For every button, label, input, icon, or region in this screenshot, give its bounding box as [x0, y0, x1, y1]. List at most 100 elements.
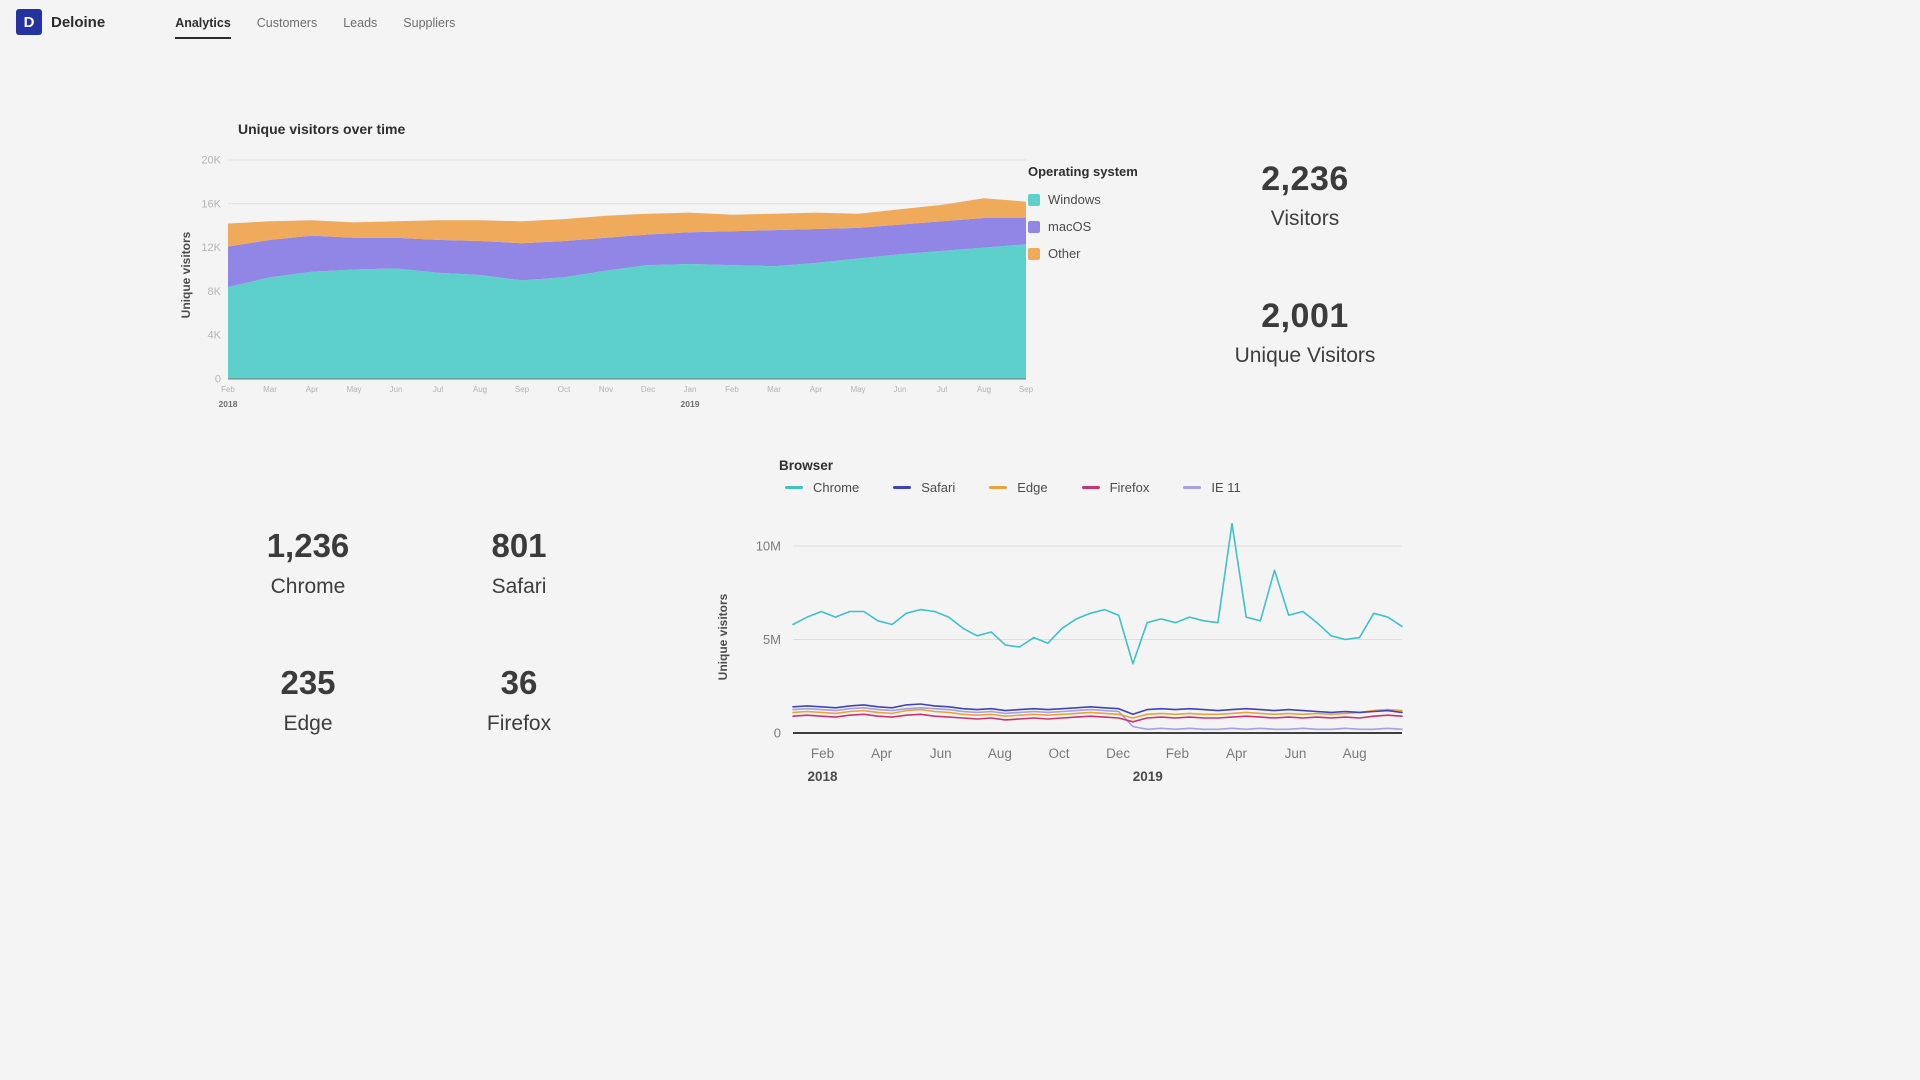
safari-line-icon: [893, 486, 912, 489]
svg-text:Aug: Aug: [1343, 746, 1367, 761]
svg-text:20K: 20K: [201, 155, 221, 167]
browser-legend: Chrome Safari Edge Firefox IE 11: [785, 480, 1241, 495]
svg-text:Jan: Jan: [684, 385, 697, 394]
svg-text:Jul: Jul: [937, 385, 947, 394]
unique-visitors-count: 2,001: [1261, 297, 1349, 335]
legend-label-chrome: Chrome: [813, 480, 860, 495]
other-swatch-icon: [1028, 247, 1040, 260]
svg-text:2018: 2018: [219, 399, 238, 409]
browser-chart-title: Browser: [779, 458, 834, 473]
svg-text:4K: 4K: [208, 330, 222, 342]
legend-label-macos: macOS: [1048, 219, 1092, 234]
legend-label-ie11: IE 11: [1211, 480, 1241, 495]
svg-text:Aug: Aug: [977, 385, 991, 394]
legend-label-other: Other: [1048, 246, 1081, 261]
svg-text:Feb: Feb: [811, 746, 834, 761]
legend-label-edge: Edge: [1017, 480, 1048, 495]
stat-card-edge: 235 Edge: [198, 664, 418, 736]
legend-label-safari: Safari: [921, 480, 956, 495]
svg-text:12K: 12K: [201, 242, 221, 254]
nav-item-leads[interactable]: Leads: [343, 16, 378, 30]
svg-text:Aug: Aug: [473, 385, 487, 394]
brand[interactable]: D Deloine: [16, 9, 105, 35]
svg-text:Jun: Jun: [894, 385, 907, 394]
safari-count: 801: [491, 527, 547, 564]
nav-item-customers[interactable]: Customers: [256, 16, 318, 30]
svg-text:Jun: Jun: [930, 746, 952, 761]
stat-card-safari: 801 Safari: [409, 527, 629, 599]
visitors-count: 2,236: [1261, 160, 1349, 198]
legend-item-chrome[interactable]: Chrome: [785, 480, 859, 495]
os-chart-title: Unique visitors over time: [238, 121, 406, 137]
svg-text:5M: 5M: [763, 632, 781, 647]
visitors-summary: 2,236 Visitors: [1160, 160, 1450, 231]
svg-text:0: 0: [774, 726, 781, 741]
svg-text:Aug: Aug: [988, 746, 1012, 761]
firefox-line-icon: [1081, 486, 1100, 489]
macos-swatch-icon: [1028, 220, 1040, 233]
svg-text:Mar: Mar: [767, 385, 781, 394]
firefox-count: 36: [500, 664, 538, 701]
svg-text:2019: 2019: [681, 399, 700, 409]
svg-text:Nov: Nov: [599, 385, 613, 394]
svg-text:Dec: Dec: [1106, 746, 1130, 761]
svg-text:Mar: Mar: [263, 385, 277, 394]
svg-text:16K: 16K: [201, 198, 221, 210]
safari-label: Safari: [491, 575, 547, 598]
edge-label: Edge: [283, 712, 333, 735]
legend-item-macos[interactable]: macOS: [1028, 219, 1138, 234]
svg-text:May: May: [346, 385, 361, 394]
svg-text:Jun: Jun: [390, 385, 403, 394]
svg-text:0: 0: [215, 374, 221, 386]
brand-name: Deloine: [51, 13, 106, 31]
brand-logo-icon: D: [16, 9, 42, 35]
nav-item-analytics[interactable]: Analytics: [175, 16, 231, 39]
svg-text:Dec: Dec: [641, 385, 655, 394]
svg-text:Apr: Apr: [871, 746, 893, 761]
svg-text:May: May: [850, 385, 865, 394]
legend-label-firefox: Firefox: [1109, 480, 1150, 495]
svg-text:Sep: Sep: [1019, 385, 1034, 394]
svg-text:Jul: Jul: [433, 385, 443, 394]
firefox-label: Firefox: [486, 712, 552, 735]
primary-nav: Analytics Customers Leads Suppliers: [175, 5, 455, 39]
svg-text:Oct: Oct: [558, 385, 571, 394]
svg-text:10M: 10M: [756, 539, 781, 554]
svg-text:Apr: Apr: [1226, 746, 1248, 761]
unique-visitors-label: Unique Visitors: [1234, 344, 1376, 367]
nav-item-suppliers[interactable]: Suppliers: [403, 16, 456, 30]
ie11-line-icon: [1183, 486, 1202, 489]
legend-item-edge[interactable]: Edge: [989, 480, 1048, 495]
legend-item-windows[interactable]: Windows: [1028, 192, 1138, 207]
app-header: D Deloine Analytics Customers Leads Supp…: [0, 0, 1920, 44]
legend-item-other[interactable]: Other: [1028, 246, 1138, 261]
edge-count: 235: [280, 664, 336, 701]
browser-line-chart-svg: 0 5M 10M Feb Apr Jun Aug Oct Dec Feb Apr Jun Aug 2018…: [756, 522, 1403, 784]
svg-text:2018: 2018: [808, 769, 839, 784]
svg-text:Apr: Apr: [306, 385, 319, 394]
svg-text:8K: 8K: [208, 286, 222, 298]
svg-text:Feb: Feb: [725, 385, 739, 394]
chrome-count: 1,236: [266, 527, 350, 564]
windows-swatch-icon: [1028, 193, 1040, 206]
os-area-chart-svg: 0 4K 8K 12K 16K 20K Feb Mar Apr May Jun Jul Aug Sep Oc…: [201, 155, 1034, 410]
visitors-label: Visitors: [1270, 207, 1340, 230]
legend-item-ie11[interactable]: IE 11: [1183, 480, 1241, 495]
edge-line-icon: [989, 486, 1008, 489]
unique-visitors-summary: 2,001 Unique Visitors: [1160, 297, 1450, 368]
os-legend: Operating system Windows macOS Other: [1028, 164, 1138, 273]
chrome-label: Chrome: [270, 575, 346, 598]
legend-item-firefox[interactable]: Firefox: [1081, 480, 1150, 495]
legend-item-safari[interactable]: Safari: [893, 480, 955, 495]
svg-text:2019: 2019: [1133, 769, 1163, 784]
svg-text:Feb: Feb: [221, 385, 235, 394]
svg-text:Oct: Oct: [1049, 746, 1070, 761]
chrome-line-icon: [785, 486, 803, 489]
svg-text:Feb: Feb: [1166, 746, 1189, 761]
legend-label-windows: Windows: [1048, 192, 1101, 207]
stat-card-firefox: 36 Firefox: [409, 664, 629, 736]
svg-text:Sep: Sep: [515, 385, 530, 394]
stat-card-chrome: 1,236 Chrome: [198, 527, 418, 599]
svg-text:Apr: Apr: [810, 385, 823, 394]
svg-text:Jun: Jun: [1285, 746, 1307, 761]
